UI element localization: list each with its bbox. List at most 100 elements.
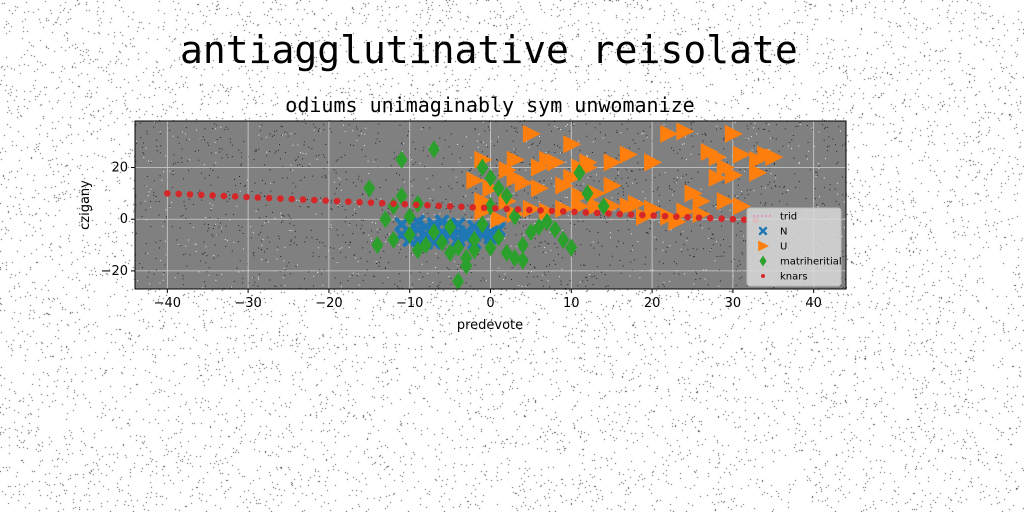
point-knars — [299, 196, 307, 203]
point-matriheritial — [492, 228, 505, 247]
point-matriheritial — [565, 238, 578, 257]
point-matriheritial — [371, 236, 384, 255]
point-N-stroke — [459, 230, 474, 245]
point-U — [530, 158, 549, 177]
legend-marker-matriheritial — [759, 255, 767, 267]
point-knars — [582, 209, 590, 216]
point-N-stroke — [394, 217, 409, 232]
point-matriheritial — [403, 207, 416, 226]
point-knars — [401, 200, 409, 208]
point-U — [708, 148, 727, 167]
point-matriheritial — [516, 236, 529, 255]
point-knars — [197, 191, 205, 199]
point-matriheritial — [484, 238, 497, 257]
point-U — [547, 153, 566, 172]
point-knars — [627, 211, 635, 218]
point-matriheritial — [476, 158, 489, 177]
point-knars — [265, 194, 273, 202]
point-knars — [390, 200, 397, 208]
point-U — [466, 171, 485, 190]
point-U — [563, 135, 582, 154]
point-U — [724, 124, 743, 143]
legend-label-trid: trid — [780, 212, 797, 223]
point-matriheritial — [436, 233, 449, 252]
point-knars — [729, 215, 737, 223]
point-U — [539, 202, 558, 221]
point-U — [732, 197, 751, 216]
legend-label-knars: knars — [780, 272, 808, 283]
figure-suptitle: antiagglutinative reisolate — [180, 28, 798, 72]
x-tick-label: 30 — [725, 296, 742, 311]
point-U — [603, 176, 622, 195]
point-U — [765, 148, 784, 167]
point-knars — [333, 197, 341, 205]
point-knars — [311, 196, 318, 204]
legend-marker-N-stroke — [758, 226, 768, 236]
point-matriheritial — [403, 225, 416, 244]
point-U — [603, 153, 622, 172]
point-matriheritial — [419, 236, 432, 255]
legend-label-matriheritial: matriheritial — [780, 257, 842, 268]
point-U — [619, 145, 638, 164]
point-knars — [537, 207, 544, 214]
point-matriheritial — [549, 220, 562, 239]
point-matriheritial — [395, 150, 408, 169]
point-U — [644, 199, 663, 218]
legend-label-N: N — [780, 227, 787, 238]
point-knars — [424, 201, 431, 209]
x-tick-label: −10 — [396, 296, 423, 311]
point-matriheritial — [379, 210, 392, 229]
point-matriheritial — [387, 230, 400, 249]
point-knars — [503, 205, 510, 213]
point-knars — [684, 213, 691, 221]
point-U — [732, 145, 751, 164]
point-matriheritial — [508, 248, 521, 267]
point-knars — [650, 212, 658, 219]
point-U — [482, 179, 501, 198]
point-U — [676, 202, 695, 221]
point-matriheritial — [363, 179, 376, 198]
point-knars — [718, 215, 725, 222]
point-U — [530, 179, 549, 198]
point-knars — [616, 210, 624, 218]
point-U — [708, 168, 727, 187]
point-U — [514, 174, 533, 193]
point-U — [644, 153, 663, 172]
point-U — [668, 212, 687, 231]
point-matriheritial — [581, 184, 594, 203]
point-knars — [458, 203, 465, 211]
point-knars — [220, 192, 228, 200]
point-matriheritial — [597, 197, 610, 216]
point-matriheritial — [500, 186, 513, 205]
point-knars — [639, 211, 646, 219]
point-knars — [367, 199, 375, 206]
legend-label-U: U — [780, 242, 787, 253]
point-matriheritial — [484, 168, 497, 187]
point-U — [692, 192, 711, 211]
y-axis-label: czigany — [78, 180, 93, 230]
point-U — [571, 186, 590, 205]
point-N-stroke — [418, 219, 433, 234]
point-matriheritial — [476, 215, 489, 234]
point-knars — [288, 195, 296, 203]
point-N-stroke — [410, 214, 425, 229]
point-U — [506, 150, 525, 169]
point-matriheritial — [452, 238, 465, 257]
point-knars — [378, 199, 386, 207]
point-U — [587, 184, 606, 203]
point-matriheritial — [460, 256, 473, 275]
point-knars — [706, 214, 714, 222]
point-U — [563, 168, 582, 187]
point-knars — [740, 216, 748, 224]
point-knars — [345, 198, 352, 205]
point-matriheritial — [444, 217, 457, 236]
point-knars — [435, 202, 443, 210]
x-tick-label: 10 — [563, 296, 580, 311]
y-tick-label: 0 — [120, 212, 128, 227]
chart-title: odiums unimaginably sym unwomanize — [285, 93, 694, 117]
point-knars — [695, 214, 703, 221]
legend-box — [746, 207, 842, 287]
point-knars — [673, 213, 680, 220]
